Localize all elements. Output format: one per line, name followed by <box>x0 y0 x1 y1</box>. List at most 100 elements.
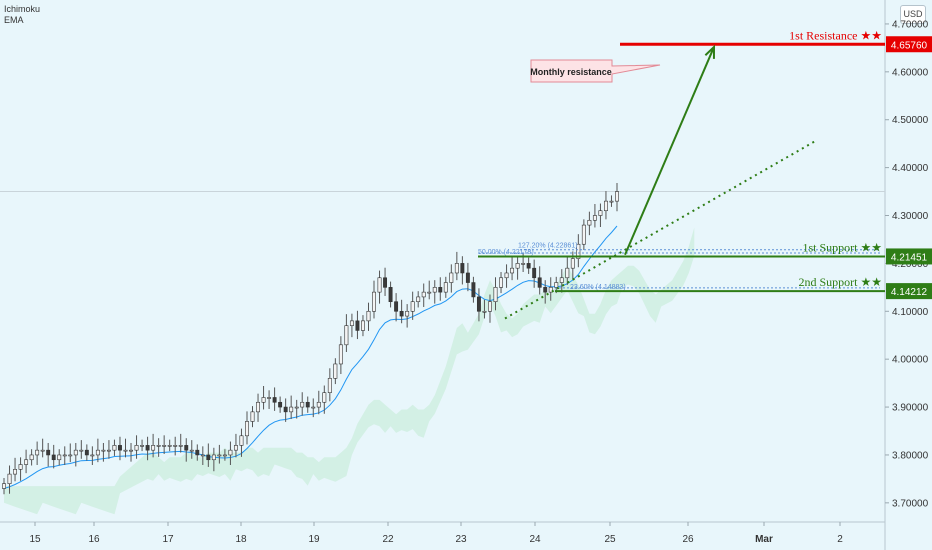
candle-body <box>349 320 354 326</box>
candle-body <box>2 483 6 489</box>
candle-body <box>267 397 272 399</box>
candle-body <box>316 401 321 408</box>
annotation-callout <box>530 59 661 83</box>
candle-body <box>68 454 73 457</box>
candle-body <box>95 449 100 456</box>
candle-body <box>84 449 89 456</box>
candle-body <box>548 287 553 293</box>
candle-body <box>300 401 305 408</box>
price-tag-label: 4.14212 <box>891 287 928 298</box>
candle-body <box>57 454 62 461</box>
candle-body <box>504 272 509 279</box>
candle-body <box>421 291 426 298</box>
y-tick-label: 4.40000 <box>892 163 929 174</box>
candle-body <box>427 291 432 294</box>
candle-body <box>543 287 548 293</box>
x-tick-label: 15 <box>29 534 41 545</box>
candle-body <box>355 320 360 331</box>
candle-body <box>454 263 459 274</box>
currency-button[interactable]: USD <box>900 5 926 24</box>
candle-body <box>46 449 51 456</box>
price-tag <box>886 36 932 53</box>
price-tag <box>886 283 932 300</box>
x-tick-label: 25 <box>604 534 616 545</box>
candle-body <box>90 454 95 457</box>
candle-body <box>471 282 476 298</box>
candle-body <box>123 449 128 452</box>
level-label: 2nd Support ★★ <box>798 275 882 289</box>
level-label: 1st Resistance ★★ <box>789 28 882 42</box>
target-arrow-shaft <box>624 46 715 256</box>
candle-body <box>256 401 260 413</box>
indicator-label-ema[interactable]: EMA <box>4 15 24 25</box>
indicator-label-ichimoku[interactable]: Ichimoku <box>4 4 41 14</box>
candle-body <box>581 224 586 245</box>
y-tick-label: 4.30000 <box>892 211 929 222</box>
fib-label: 127.20% (4.22861) <box>518 243 578 250</box>
candle-body <box>510 267 515 274</box>
candle-body <box>228 449 233 456</box>
candle-body <box>399 310 404 317</box>
candle-body <box>29 454 34 461</box>
y-tick-label: 3.70000 <box>892 498 929 509</box>
x-tick-label: Mar <box>755 534 773 545</box>
fib-label: 23.60% (4.14883) <box>570 284 626 291</box>
candle-body <box>217 454 222 457</box>
candle-body <box>344 325 349 346</box>
candle-body <box>245 421 249 437</box>
candle-body <box>443 282 448 293</box>
candle-body <box>7 473 12 484</box>
x-tick-label: 22 <box>382 534 394 545</box>
candle-body <box>106 449 111 452</box>
candle-body <box>366 310 371 322</box>
x-tick-label: 26 <box>682 534 694 545</box>
candle-body <box>35 449 40 456</box>
candle-body <box>615 191 619 202</box>
candle-body <box>162 445 167 447</box>
candle-body <box>394 301 399 312</box>
price-tag <box>886 248 932 265</box>
fib-label: 50.00% (4.22178) <box>478 249 534 256</box>
candle-body <box>73 449 78 456</box>
candle-body <box>438 287 443 293</box>
candle-body <box>432 287 437 293</box>
candle-body <box>592 215 597 221</box>
annotation-text: Monthly resistance <box>530 67 612 77</box>
candle-body <box>233 445 238 451</box>
candle-body <box>134 445 139 451</box>
candle-body <box>51 454 56 461</box>
candle-body <box>333 363 338 379</box>
candle-body <box>184 445 189 451</box>
candle-body <box>272 397 277 403</box>
candle-body <box>493 287 498 303</box>
price-tag-label: 4.65760 <box>891 40 928 51</box>
candle-body <box>570 258 575 269</box>
y-tick-label: 4.50000 <box>892 115 929 126</box>
y-tick-label: 3.90000 <box>892 403 929 414</box>
candle-body <box>537 277 542 288</box>
candle-body <box>410 301 415 312</box>
candle-body <box>18 464 23 470</box>
candle-body <box>167 445 172 447</box>
candle-body <box>576 243 581 259</box>
level-label: 1st Support ★★ <box>802 240 882 254</box>
candle-body <box>460 263 465 274</box>
candle-body <box>156 445 161 447</box>
candle-body <box>239 435 244 446</box>
x-tick-label: 18 <box>235 534 247 545</box>
candle-body <box>372 291 376 312</box>
candle-body <box>129 449 133 452</box>
candle-body <box>101 449 106 452</box>
candle-body <box>261 397 266 403</box>
ichimoku-cloud <box>4 227 695 515</box>
candle-body <box>151 445 156 451</box>
candle-body <box>289 406 294 413</box>
candle-body <box>145 445 150 451</box>
candle-body <box>465 272 470 283</box>
candle-body <box>521 263 526 265</box>
candle-body <box>377 277 382 293</box>
candle-body <box>206 454 211 461</box>
x-tick-label: 19 <box>308 534 320 545</box>
